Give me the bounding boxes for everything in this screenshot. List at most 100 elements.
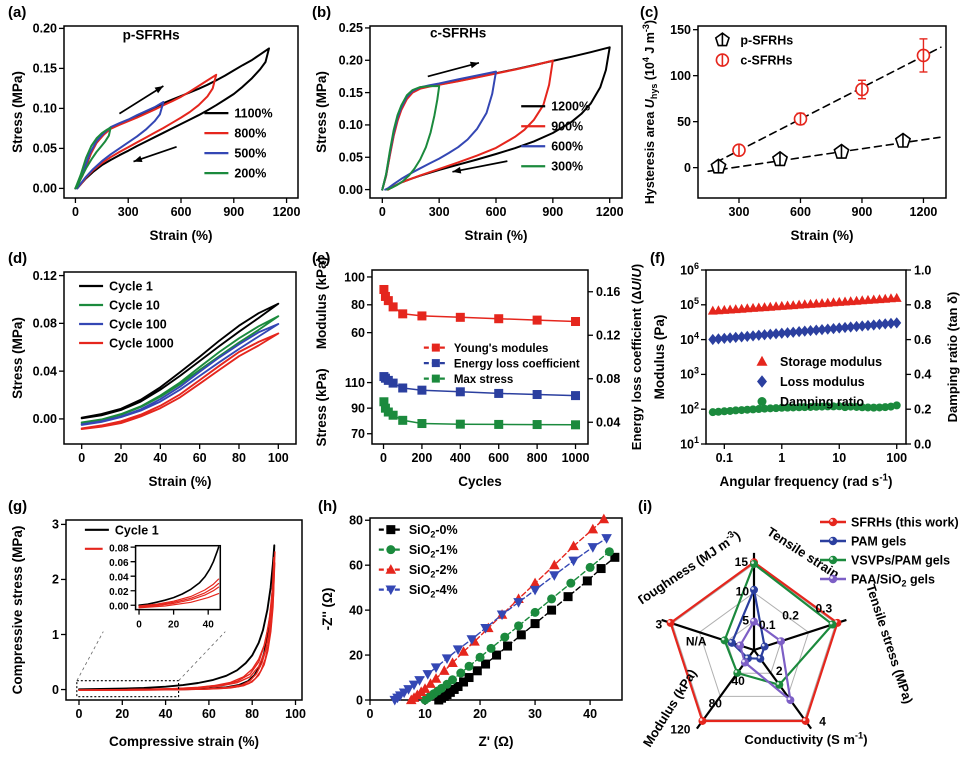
text-shape: 70 (351, 427, 365, 441)
tspan-shape: 0.02 (109, 587, 129, 598)
legend-entry-3: 200% (204, 167, 266, 181)
text-shape: 300 (729, 205, 750, 219)
text-shape: 0.10 (33, 102, 57, 116)
tspan-shape: 200% (234, 167, 266, 181)
tspan-shape: 100 (285, 707, 306, 721)
text-shape: 0 (78, 451, 85, 465)
tspan-shape: -1 (855, 731, 863, 741)
text-shape: Compressive strain (%) (109, 734, 259, 749)
tspan-shape: 10 (680, 298, 694, 312)
tspan-shape: 20 (168, 620, 180, 631)
tspan-shape: 0 (356, 693, 363, 707)
polygon-shape (601, 534, 612, 544)
polygon-shape (529, 585, 541, 596)
text-shape: 500% (234, 147, 266, 161)
text-shape: 15 (735, 555, 749, 569)
circle-shape (830, 519, 833, 522)
tspan-shape: 0 (380, 451, 387, 465)
text-shape: 0.00 (33, 412, 57, 426)
polygon-shape (496, 610, 508, 621)
polygon-shape (892, 317, 902, 329)
rect-shape (492, 650, 502, 660)
tspan-shape: 300 (429, 205, 450, 219)
panel-a-chart: 0 300 600 900 1200 0.00 0.05 0.10 0.15 0.20 Strain… (10, 22, 301, 243)
rect-shape (417, 311, 427, 321)
rect-shape (596, 564, 606, 574)
circle-shape (818, 402, 827, 411)
circle-shape (806, 402, 815, 411)
text-shape: 60 (202, 707, 216, 721)
tspan-shape: 0.08 (33, 317, 57, 331)
tspan-shape: 100 (670, 69, 691, 83)
circle-shape (743, 405, 752, 414)
circle-shape (828, 620, 837, 629)
tspan-shape: Modulus (kPa) (640, 666, 700, 749)
text-shape: 2 (52, 573, 59, 587)
text-shape: 1000 (562, 451, 590, 465)
series-Cycle2-10c (78, 556, 275, 691)
tspan-shape: 4 (694, 331, 699, 341)
polygon-shape (587, 543, 599, 553)
circle-shape (828, 536, 838, 546)
tspan-shape: 2 (430, 529, 435, 539)
circle-shape (829, 402, 838, 411)
circle-shape (667, 620, 671, 623)
text-shape: 0.2 (914, 403, 931, 417)
circle-shape (448, 675, 458, 685)
text-shape: 0.2 (782, 608, 799, 622)
circle-shape (475, 652, 485, 662)
circle-shape (787, 697, 791, 701)
tspan-shape: 0.00 (33, 182, 57, 196)
circle-shape (566, 578, 576, 588)
tspan-shape: Cycle 1 (109, 280, 153, 294)
text-shape: 0 (76, 707, 83, 721)
text-shape: c-SFRHs (430, 26, 486, 41)
tspan-shape: Strain (%) (464, 228, 527, 243)
tspan-shape: Stress (MPa) (10, 317, 25, 399)
text-shape: Stress (kPa) (314, 368, 329, 446)
circle-shape (776, 637, 785, 646)
tspan-shape: 600 (790, 205, 811, 219)
path-shape (78, 556, 275, 691)
panel-letter-i: (i) (638, 498, 653, 515)
tspan-shape: 0.10 (33, 102, 57, 116)
polygon-shape (857, 320, 867, 332)
plot: 300 600 900 1200 0 50 100 150 Strain (%) Hysteres… (641, 20, 947, 243)
circle-shape (777, 403, 786, 412)
tspan-shape: 10 (680, 333, 694, 347)
polygon-shape (513, 598, 524, 608)
legend-entry-0: Storage modulus (756, 355, 882, 369)
series-Storagemodulus (707, 292, 902, 315)
radar-legend-entry-0: SFRHs (this work) (820, 516, 959, 530)
text-shape: Strain (%) (149, 228, 212, 243)
rect-shape (65, 519, 303, 701)
tspan-shape: J m (643, 32, 657, 57)
tspan-shape: 600 (488, 451, 509, 465)
rect-shape (571, 420, 581, 430)
line-shape (76, 631, 104, 681)
tspan-shape: 300 (118, 205, 139, 219)
circle-shape (737, 642, 741, 646)
text-shape: SiO2-1% (409, 543, 458, 559)
tspan-shape: 120 (670, 723, 690, 737)
tspan-shape: 0.15 (339, 86, 363, 100)
tspan-shape: 1000 (562, 451, 590, 465)
text-shape: 1100% (234, 107, 272, 121)
tspan-shape: 20 (115, 707, 129, 721)
tspan-shape: 1200 (910, 205, 938, 219)
text-shape: 40 (731, 674, 745, 688)
text-shape: 600 (488, 451, 509, 465)
tspan-shape: U (629, 268, 644, 278)
tspan-shape: 40 (153, 451, 167, 465)
text-shape: VSVPs/PAM gels (851, 554, 950, 568)
tspan-shape: Young's modules (454, 343, 549, 355)
tspan-shape: 1.0 (914, 263, 931, 277)
text-shape: 1200 (910, 205, 938, 219)
series-Cycle1 (80, 302, 280, 420)
series-Lossmodulus (708, 317, 902, 346)
tspan-shape: SiO (409, 523, 431, 537)
text-shape: 0.0 (914, 437, 931, 451)
tspan-shape: 3 (52, 518, 59, 532)
legend-entry-3: 300% (521, 160, 583, 174)
circle-shape (881, 403, 890, 412)
